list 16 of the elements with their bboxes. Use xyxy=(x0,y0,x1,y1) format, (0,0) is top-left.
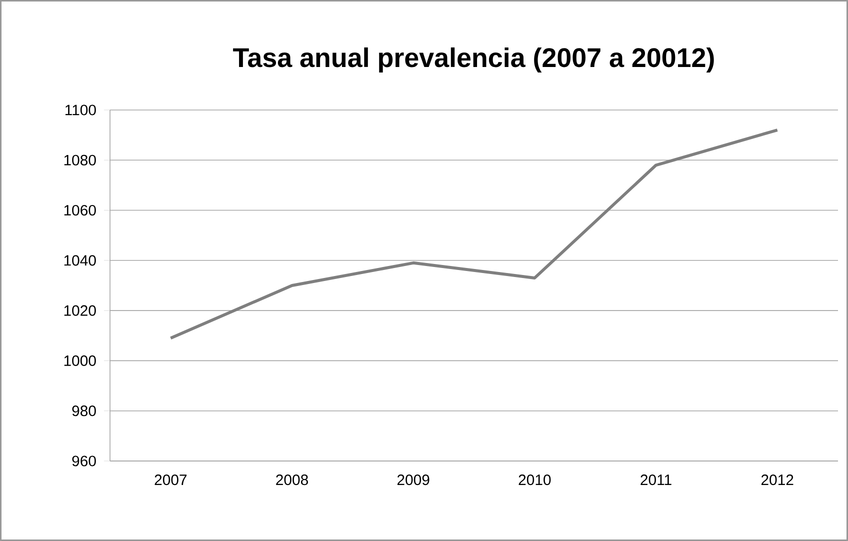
y-tick-label: 980 xyxy=(72,406,96,416)
x-tick-label: 2007 xyxy=(154,474,187,486)
y-tick-label: 1060 xyxy=(64,204,96,216)
y-tick-label: 1000 xyxy=(64,355,96,366)
x-tick-label: 2010 xyxy=(518,474,551,486)
x-tick-label: 2009 xyxy=(397,474,430,486)
x-tick-label: 2008 xyxy=(276,474,308,486)
y-tick-label: 1040 xyxy=(64,255,96,266)
y-tick-label: 1020 xyxy=(64,305,96,316)
x-tick-label: 2012 xyxy=(761,474,794,486)
y-tick-label: 1080 xyxy=(64,154,96,166)
y-tick-label: 960 xyxy=(72,456,96,466)
y-tick-label: 1100 xyxy=(65,104,96,116)
x-tick-label: 2011 xyxy=(640,474,672,486)
line-series xyxy=(169,128,779,340)
chart-title: Tasa anual prevalencia (2007 a 20012) xyxy=(233,47,714,73)
